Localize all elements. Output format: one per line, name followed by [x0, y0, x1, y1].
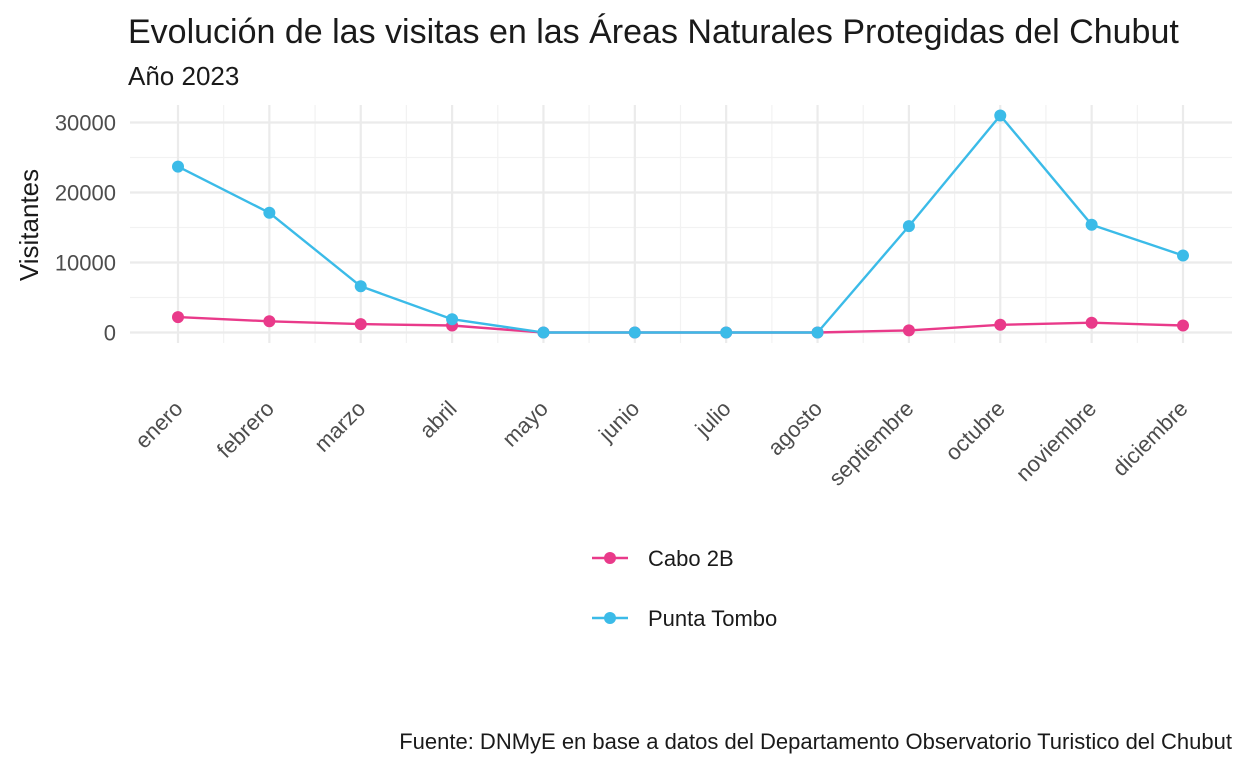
data-point — [1177, 249, 1189, 262]
legend-item: Cabo 2B — [592, 546, 734, 571]
legend: Cabo 2B Punta Tombo — [592, 546, 777, 631]
legend-label: Cabo 2B — [648, 546, 734, 571]
data-point — [1085, 316, 1098, 329]
x-tick-label: octubre — [940, 396, 1010, 466]
data-point — [1177, 319, 1189, 332]
data-point — [902, 220, 915, 233]
data-point — [720, 326, 733, 339]
x-tick-label: marzo — [309, 396, 370, 457]
data-point — [628, 326, 641, 339]
grid — [130, 105, 1232, 343]
series-layer — [172, 109, 1189, 339]
data-point — [902, 324, 915, 337]
data-point — [1085, 218, 1098, 231]
x-axis-ticks: enero febrero marzo abril mayo junio julio agos… — [130, 396, 1192, 491]
data-point — [263, 315, 276, 328]
x-tick-label: febrero — [212, 396, 279, 463]
data-point — [994, 318, 1007, 331]
y-axis-ticks: 0 10000 20000 30000 — [55, 111, 116, 346]
series-punta-tombo — [172, 109, 1189, 339]
x-tick-label: enero — [130, 396, 187, 453]
y-axis-label: Visitantes — [14, 169, 44, 281]
y-tick-label: 10000 — [55, 251, 116, 276]
legend-key-point — [604, 612, 616, 624]
data-point — [354, 280, 367, 293]
y-tick-label: 20000 — [55, 181, 116, 206]
x-tick-label: abril — [415, 396, 462, 443]
y-tick-label: 30000 — [55, 111, 116, 136]
x-tick-label: mayo — [497, 396, 553, 452]
x-tick-label: junio — [593, 396, 644, 447]
x-tick-label: julio — [690, 396, 736, 442]
data-point — [354, 318, 367, 331]
series-line — [177, 114, 1184, 334]
data-point — [537, 326, 550, 339]
data-point — [446, 313, 459, 326]
data-point — [263, 206, 276, 219]
data-point — [811, 326, 824, 339]
data-point — [172, 311, 184, 324]
legend-item: Punta Tombo — [592, 606, 777, 631]
data-point — [172, 160, 184, 173]
legend-key-point — [604, 552, 616, 564]
data-point — [994, 109, 1007, 122]
x-tick-label: noviembre — [1011, 396, 1101, 486]
x-tick-label: diciembre — [1107, 396, 1192, 481]
legend-label: Punta Tombo — [648, 606, 777, 631]
chart-subtitle: Año 2023 — [128, 61, 239, 91]
chart-title: Evolución de las visitas en las Áreas Na… — [128, 13, 1179, 51]
x-tick-label: septiembre — [824, 396, 919, 491]
y-tick-label: 0 — [104, 321, 116, 346]
chart-caption: Fuente: DNMyE en base a datos del Depart… — [399, 729, 1232, 754]
x-tick-label: agosto — [763, 396, 827, 460]
